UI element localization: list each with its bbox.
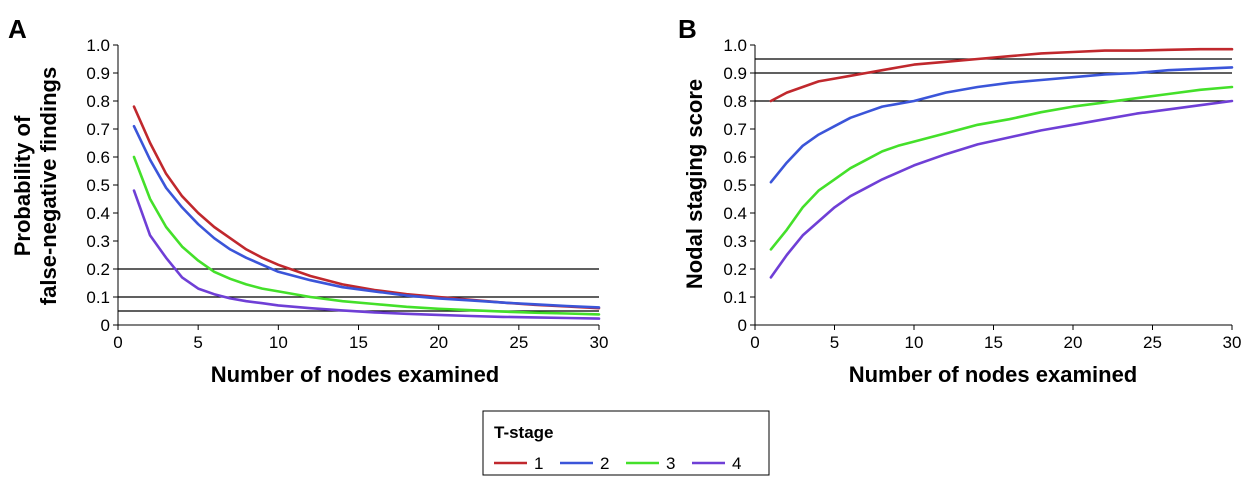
panel-a-x-tick-label: 15 [349, 333, 368, 352]
panel-b-x-tick-label: 0 [750, 333, 759, 352]
panel-a-y-tick-label: 0.6 [86, 148, 110, 167]
panel-b-ylabel: Nodal staging score [682, 79, 707, 289]
panel-b-x-tick-label: 20 [1064, 333, 1083, 352]
panel-a-y-tick-label: 0.3 [86, 232, 110, 251]
legend-box [482, 410, 770, 476]
panel-a-series-line-4 [132, 189, 601, 320]
panel-b-x-tick-label: 30 [1223, 333, 1242, 352]
panel-a-axes: 0 0.1 0.2 0.3 0.4 0.5 0.6 0.7 0.8 0.9 1.0 0 5 10 15 20 2… [86, 36, 608, 352]
panel-b-series-line-2 [769, 66, 1234, 184]
panel-b-series-line-1 [769, 47, 1234, 103]
panel-b-x-tick-label: 5 [830, 333, 839, 352]
legend-label-2: 2 [600, 454, 609, 473]
panel-letter-b: B [678, 14, 697, 44]
panel-b-y-tick-label: 0.6 [723, 148, 747, 167]
panel-a-ylabel-line1: Probability of [10, 115, 35, 256]
panel-a-series-line-3 [132, 155, 601, 316]
panel-a-y-tick-label: 0.8 [86, 92, 110, 111]
panel-a-x-tick-label: 20 [429, 333, 448, 352]
panel-letter-a: A [8, 14, 27, 44]
panel-b-y-tick-label: 0.7 [723, 120, 747, 139]
panel-a-y-tick-label: 1.0 [86, 36, 110, 55]
panel-b-y-tick-label: 0.2 [723, 260, 747, 279]
panel-a-y-tick-label: 0 [101, 316, 110, 335]
legend-title: T-stage [494, 423, 554, 442]
panel-b-axes: 0 0.1 0.2 0.3 0.4 0.5 0.6 0.7 0.8 0.9 1.0 0 5 10 15 20 2… [723, 36, 1241, 352]
panel-a-y-tick-label: 0.7 [86, 120, 110, 139]
panel-a-series-line-1 [132, 105, 601, 310]
panel-a-series [132, 105, 601, 320]
panel-b-y-tick-label: 0.4 [723, 204, 747, 223]
panel-b-series [769, 47, 1234, 279]
panel-b-y-tick-label: 1.0 [723, 36, 747, 55]
panel-a-x-tick-label: 25 [509, 333, 528, 352]
panel-a-y-tick-label: 0.9 [86, 64, 110, 83]
panel-a-ylabel-line2: false-negative findings [36, 67, 61, 305]
panel-a-x-tick-label: 30 [590, 333, 609, 352]
panel-a-y-tick-label: 0.5 [86, 176, 110, 195]
panel-b-reference-lines [755, 58, 1232, 102]
panel-a-y-tick-label: 0.4 [86, 204, 110, 223]
panel-a-xlabel: Number of nodes examined [211, 362, 500, 387]
panel-b-x-tick-label: 15 [984, 333, 1003, 352]
panel-a-x-tick-label: 5 [193, 333, 202, 352]
panel-b-x-tick-label: 10 [905, 333, 924, 352]
panel-b-y-tick-label: 0.3 [723, 232, 747, 251]
panel-b-series-line-3 [769, 85, 1234, 251]
panel-b-chart: B Nodal staging score Number of nodes ex… [678, 14, 1241, 387]
legend-label-1: 1 [534, 454, 543, 473]
panel-b-y-tick-label: 0 [738, 316, 747, 335]
panel-b-y-tick-label: 0.9 [723, 64, 747, 83]
panel-b-xlabel: Number of nodes examined [849, 362, 1138, 387]
panel-a-x-tick-label: 0 [113, 333, 122, 352]
panel-b-y-tick-label: 0.5 [723, 176, 747, 195]
legend-entries: 1 2 3 4 [494, 454, 741, 473]
panel-a-y-tick-label: 0.2 [86, 260, 110, 279]
legend-label-3: 3 [666, 454, 675, 473]
legend-label-4: 4 [732, 454, 741, 473]
panel-a-x-tick-label: 10 [269, 333, 288, 352]
panel-a-series-line-2 [132, 124, 601, 309]
panel-a-chart: A Probability of false-negative findings… [8, 14, 608, 387]
panel-b-series-line-4 [769, 99, 1234, 279]
legend: T-stage 1 2 3 4 [482, 410, 770, 476]
panel-a-y-tick-label: 0.1 [86, 288, 110, 307]
panel-b-y-tick-label: 0.1 [723, 288, 747, 307]
panel-b-x-tick-label: 25 [1143, 333, 1162, 352]
panel-b-y-tick-label: 0.8 [723, 92, 747, 111]
